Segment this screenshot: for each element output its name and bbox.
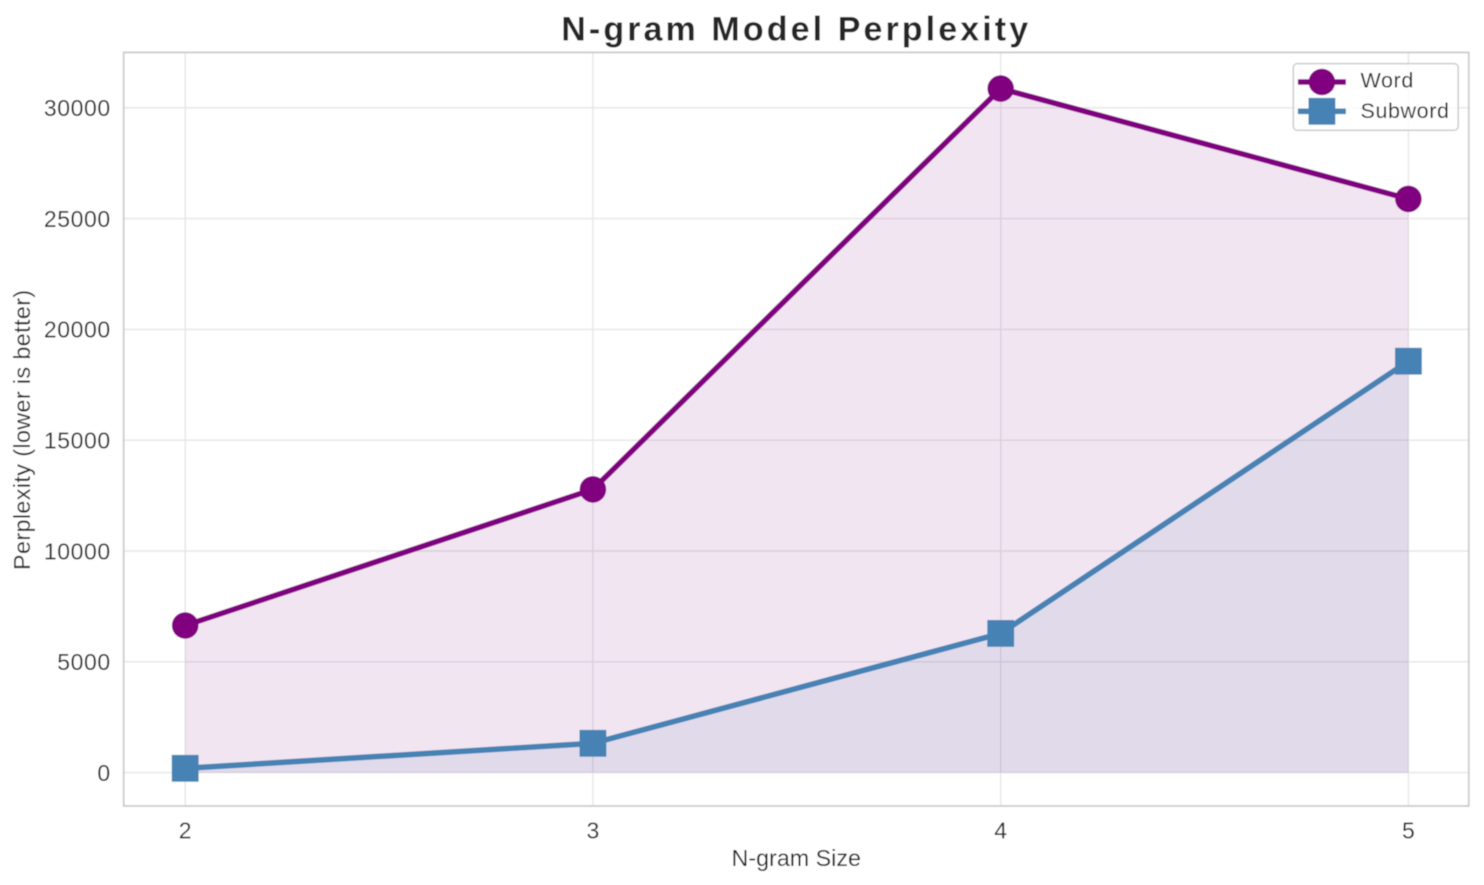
svg-text:Word: Word: [1361, 69, 1414, 93]
svg-text:3: 3: [587, 818, 600, 844]
svg-text:4: 4: [994, 818, 1007, 844]
svg-text:Perplexity (lower is better): Perplexity (lower is better): [9, 289, 35, 570]
svg-text:2: 2: [179, 818, 192, 844]
svg-text:0: 0: [97, 760, 110, 786]
svg-text:25000: 25000: [44, 206, 111, 232]
svg-text:15000: 15000: [44, 428, 111, 454]
svg-text:N-gram Model Perplexity: N-gram Model Perplexity: [561, 11, 1031, 49]
svg-text:10000: 10000: [44, 538, 111, 564]
svg-text:Subword: Subword: [1361, 99, 1450, 123]
svg-text:5000: 5000: [57, 649, 111, 675]
svg-text:30000: 30000: [44, 95, 111, 121]
svg-text:N-gram Size: N-gram Size: [732, 845, 861, 871]
svg-text:5: 5: [1402, 818, 1415, 844]
svg-text:20000: 20000: [44, 317, 111, 343]
